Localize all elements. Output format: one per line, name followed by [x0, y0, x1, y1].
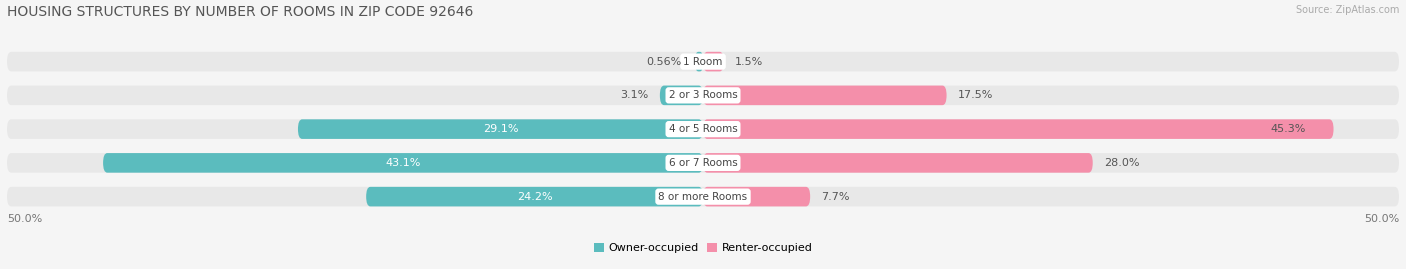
FancyBboxPatch shape	[7, 86, 1399, 105]
Text: 8 or more Rooms: 8 or more Rooms	[658, 192, 748, 202]
FancyBboxPatch shape	[703, 52, 724, 71]
FancyBboxPatch shape	[103, 153, 703, 173]
Text: 45.3%: 45.3%	[1271, 124, 1306, 134]
FancyBboxPatch shape	[7, 153, 1399, 173]
Text: 29.1%: 29.1%	[482, 124, 519, 134]
Text: Source: ZipAtlas.com: Source: ZipAtlas.com	[1295, 5, 1399, 15]
FancyBboxPatch shape	[659, 86, 703, 105]
Text: HOUSING STRUCTURES BY NUMBER OF ROOMS IN ZIP CODE 92646: HOUSING STRUCTURES BY NUMBER OF ROOMS IN…	[7, 5, 474, 19]
FancyBboxPatch shape	[7, 119, 1399, 139]
FancyBboxPatch shape	[695, 52, 703, 71]
FancyBboxPatch shape	[703, 153, 1092, 173]
Text: 1 Room: 1 Room	[683, 56, 723, 67]
Text: 6 or 7 Rooms: 6 or 7 Rooms	[669, 158, 737, 168]
Text: 24.2%: 24.2%	[517, 192, 553, 202]
Text: 3.1%: 3.1%	[620, 90, 648, 100]
Text: 4 or 5 Rooms: 4 or 5 Rooms	[669, 124, 737, 134]
FancyBboxPatch shape	[7, 187, 1399, 206]
Text: 1.5%: 1.5%	[735, 56, 763, 67]
FancyBboxPatch shape	[703, 119, 1333, 139]
Text: 43.1%: 43.1%	[385, 158, 420, 168]
FancyBboxPatch shape	[703, 187, 810, 206]
Text: 17.5%: 17.5%	[957, 90, 993, 100]
Text: 0.56%: 0.56%	[645, 56, 682, 67]
Text: 28.0%: 28.0%	[1104, 158, 1139, 168]
FancyBboxPatch shape	[298, 119, 703, 139]
Text: 50.0%: 50.0%	[1364, 214, 1399, 224]
FancyBboxPatch shape	[366, 187, 703, 206]
Text: 50.0%: 50.0%	[7, 214, 42, 224]
Text: 7.7%: 7.7%	[821, 192, 849, 202]
Text: 2 or 3 Rooms: 2 or 3 Rooms	[669, 90, 737, 100]
Legend: Owner-occupied, Renter-occupied: Owner-occupied, Renter-occupied	[589, 239, 817, 258]
FancyBboxPatch shape	[703, 86, 946, 105]
FancyBboxPatch shape	[7, 52, 1399, 71]
